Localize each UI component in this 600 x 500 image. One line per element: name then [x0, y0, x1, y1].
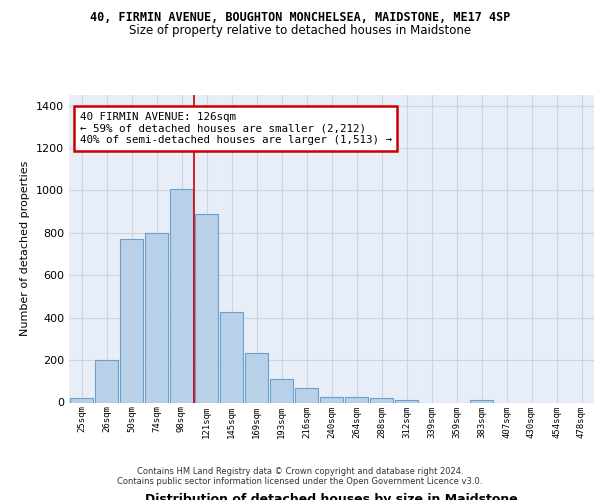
Bar [194, 214, 218, 402]
Bar [70, 398, 94, 402]
Y-axis label: Number of detached properties: Number of detached properties [20, 161, 31, 336]
Bar [395, 400, 418, 402]
Bar [470, 400, 493, 402]
Bar [220, 312, 244, 402]
Text: Size of property relative to detached houses in Maidstone: Size of property relative to detached ho… [129, 24, 471, 37]
Bar [320, 397, 343, 402]
Bar [145, 233, 169, 402]
Bar [295, 388, 319, 402]
Bar [370, 398, 394, 402]
Text: Contains public sector information licensed under the Open Government Licence v3: Contains public sector information licen… [118, 477, 482, 486]
Bar [95, 360, 118, 403]
X-axis label: Distribution of detached houses by size in Maidstone: Distribution of detached houses by size … [145, 493, 518, 500]
Bar [245, 352, 268, 403]
Bar [170, 190, 193, 402]
Bar [119, 239, 143, 402]
Bar [269, 379, 293, 402]
Text: Contains HM Land Registry data © Crown copyright and database right 2024.: Contains HM Land Registry data © Crown c… [137, 467, 463, 476]
Text: 40 FIRMIN AVENUE: 126sqm
← 59% of detached houses are smaller (2,212)
40% of sem: 40 FIRMIN AVENUE: 126sqm ← 59% of detach… [79, 112, 392, 145]
Bar [344, 397, 368, 402]
Text: 40, FIRMIN AVENUE, BOUGHTON MONCHELSEA, MAIDSTONE, ME17 4SP: 40, FIRMIN AVENUE, BOUGHTON MONCHELSEA, … [90, 11, 510, 24]
